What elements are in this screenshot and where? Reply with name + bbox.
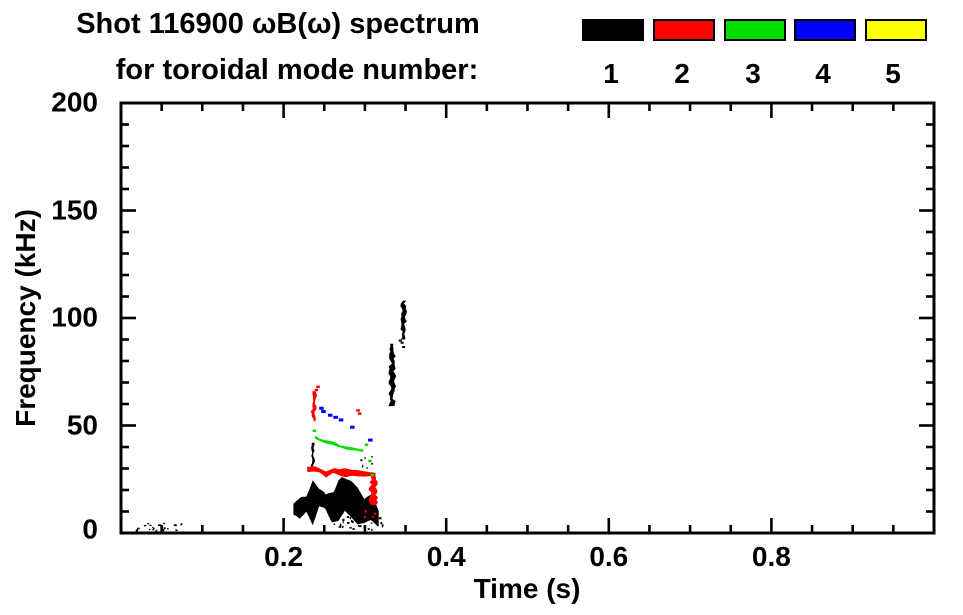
legend-label-mode-1: 1 [603, 58, 619, 89]
y-tick-label-200: 200 [51, 86, 98, 118]
chart-title-line2: for toroidal mode number: [115, 54, 479, 86]
x-axis-title: Time (s) [473, 573, 581, 604]
x-tick-label-0-6: 0.6 [589, 541, 629, 572]
chart-title-line1: Shot 116900 ωB(ω) spectrum [76, 8, 480, 40]
y-axis-title: Frequency (kHz) [10, 209, 41, 427]
y-tick-label-100: 100 [51, 301, 98, 333]
x-tick-label-0-8: 0.8 [751, 541, 791, 572]
legend-swatch-mode-4 [794, 19, 857, 41]
y-tick-label-50: 50 [66, 408, 98, 440]
legend-label-mode-4: 4 [815, 58, 831, 89]
y-tick-label-150: 150 [51, 193, 98, 225]
legend-swatch-mode-2 [652, 19, 715, 41]
legend-swatch-mode-5 [865, 19, 928, 41]
x-tick-label-0-4: 0.4 [426, 541, 466, 572]
x-tick-label-0-2: 0.2 [264, 541, 304, 572]
legend-label-mode-3: 3 [745, 58, 761, 89]
legend-label-mode-2: 2 [674, 58, 690, 89]
legend-swatch-mode-3 [723, 19, 786, 41]
legend-swatch-mode-1 [582, 19, 644, 41]
legend-label-mode-5: 5 [885, 58, 901, 89]
y-tick-label-0: 0 [82, 513, 98, 545]
